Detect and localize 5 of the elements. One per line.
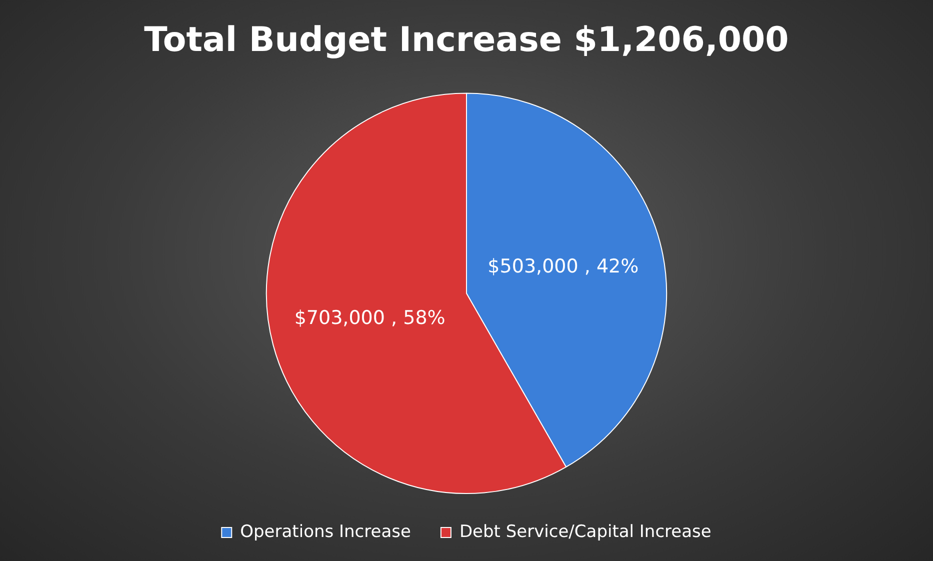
legend-label: Debt Service/Capital Increase [459, 522, 712, 542]
data-label: $503,000 , 42% [488, 256, 639, 278]
legend-label: Operations Increase [240, 522, 411, 542]
data-label: $703,000 , 58% [294, 307, 446, 330]
chart-title: Total Budget Increase $1,206,000 [144, 20, 789, 60]
